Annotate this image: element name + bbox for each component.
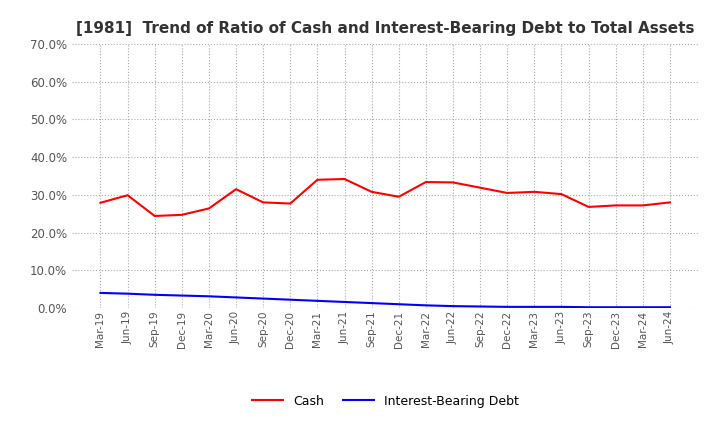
- Interest-Bearing Debt: [476, 304, 485, 309]
- Interest-Bearing Debt: [639, 304, 647, 310]
- Interest-Bearing Debt: [611, 304, 620, 310]
- Cash: [178, 212, 186, 217]
- Cash: [123, 193, 132, 198]
- Interest-Bearing Debt: [557, 304, 566, 309]
- Interest-Bearing Debt: [96, 290, 105, 296]
- Line: Cash: Cash: [101, 179, 670, 216]
- Interest-Bearing Debt: [123, 291, 132, 296]
- Cash: [395, 194, 403, 199]
- Cash: [341, 176, 349, 182]
- Interest-Bearing Debt: [665, 304, 674, 310]
- Interest-Bearing Debt: [259, 296, 268, 301]
- Line: Interest-Bearing Debt: Interest-Bearing Debt: [101, 293, 670, 307]
- Cash: [150, 213, 159, 219]
- Interest-Bearing Debt: [204, 293, 213, 299]
- Cash: [476, 185, 485, 191]
- Interest-Bearing Debt: [178, 293, 186, 298]
- Cash: [449, 180, 457, 185]
- Interest-Bearing Debt: [421, 303, 430, 308]
- Interest-Bearing Debt: [449, 304, 457, 309]
- Interest-Bearing Debt: [395, 301, 403, 307]
- Cash: [421, 180, 430, 185]
- Cash: [286, 201, 294, 206]
- Legend: Cash, Interest-Bearing Debt: Cash, Interest-Bearing Debt: [247, 390, 523, 413]
- Cash: [204, 206, 213, 211]
- Cash: [530, 189, 539, 194]
- Cash: [367, 189, 376, 194]
- Interest-Bearing Debt: [232, 295, 240, 300]
- Cash: [584, 204, 593, 209]
- Cash: [665, 200, 674, 205]
- Cash: [557, 191, 566, 197]
- Interest-Bearing Debt: [503, 304, 511, 309]
- Interest-Bearing Debt: [150, 292, 159, 297]
- Interest-Bearing Debt: [530, 304, 539, 309]
- Cash: [259, 200, 268, 205]
- Cash: [96, 200, 105, 205]
- Cash: [611, 203, 620, 208]
- Cash: [639, 203, 647, 208]
- Interest-Bearing Debt: [367, 301, 376, 306]
- Interest-Bearing Debt: [584, 304, 593, 310]
- Cash: [503, 191, 511, 196]
- Interest-Bearing Debt: [313, 298, 322, 304]
- Title: [1981]  Trend of Ratio of Cash and Interest-Bearing Debt to Total Assets: [1981] Trend of Ratio of Cash and Intere…: [76, 21, 695, 36]
- Cash: [313, 177, 322, 183]
- Cash: [232, 187, 240, 192]
- Interest-Bearing Debt: [286, 297, 294, 302]
- Interest-Bearing Debt: [341, 299, 349, 304]
